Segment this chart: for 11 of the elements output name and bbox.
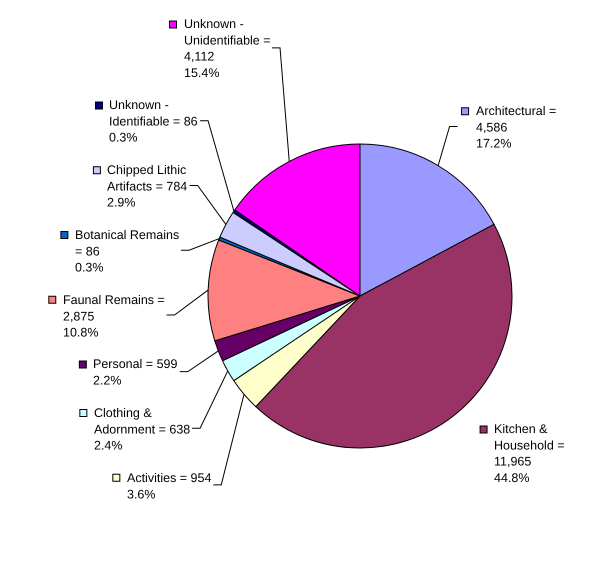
data-label: = 86 0.3%	[75, 244, 104, 274]
legend-label: Botanical Remains	[75, 228, 180, 242]
legend-label: Chipped Lithic Artifacts = 784 2.9%	[107, 163, 188, 210]
legend-label: Architectural = 4,586 17.2%	[476, 104, 556, 150]
legend-label: Personal = 599 2.2%	[93, 357, 178, 388]
legend-label: Kitchen & Household = 11,965 44.8%	[494, 422, 565, 485]
legend-label: Activities = 954 3.6%	[127, 471, 212, 502]
legend-label: Clothing & Adornment = 638 2.4%	[94, 406, 190, 452]
legend-label: Unknown - Unidentifiable = 4,112 15.4%	[184, 17, 271, 80]
legend-label: Unknown - Identifiable = 86 0.3%	[109, 98, 198, 144]
legend-label: Faunal Remains = 2,875 10.8%	[63, 293, 165, 340]
